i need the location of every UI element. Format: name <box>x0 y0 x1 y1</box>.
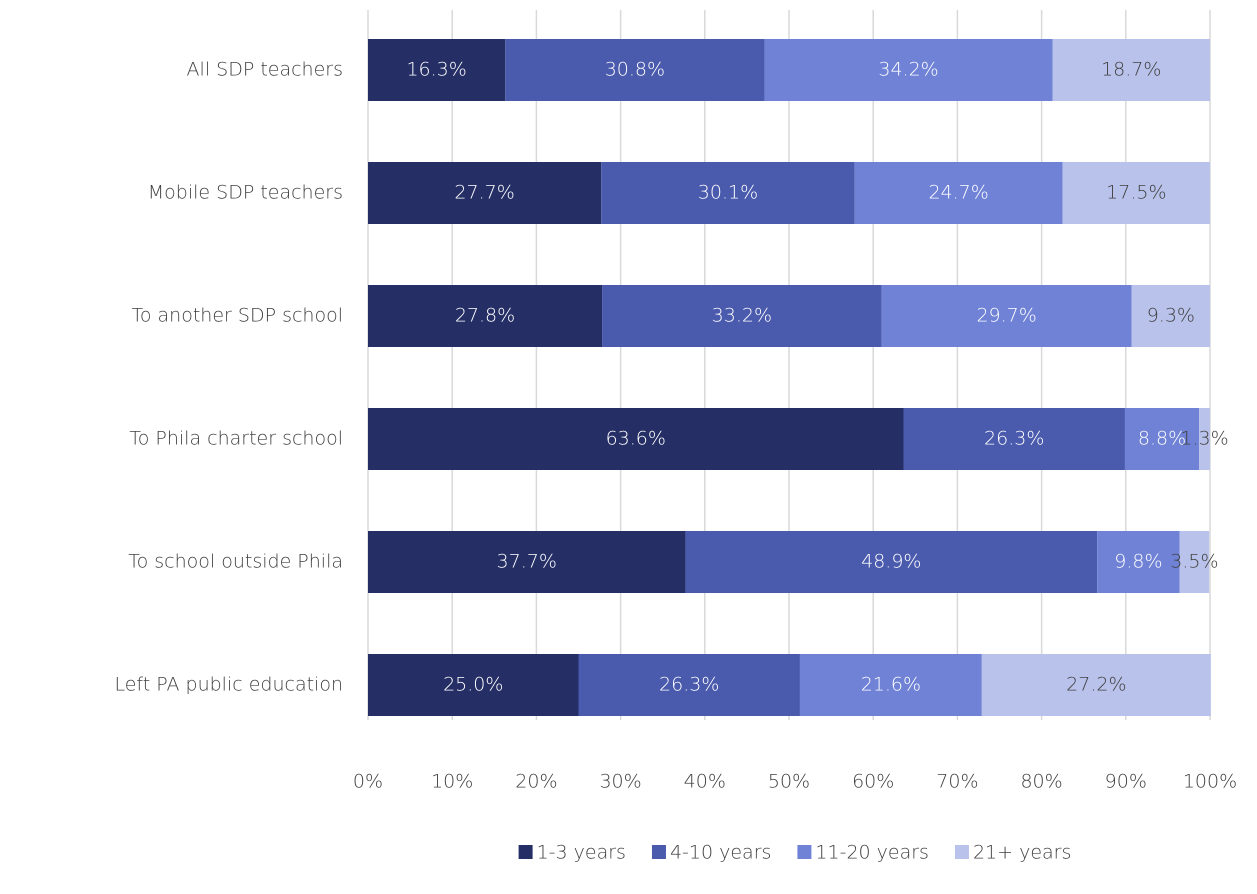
bar-segment <box>368 39 506 101</box>
bar-segment <box>368 654 579 716</box>
x-tick-label: 40% <box>684 771 726 793</box>
x-tick-label: 100% <box>1183 771 1237 793</box>
x-tick-label: 10% <box>431 771 473 793</box>
data-label: 24.7% <box>928 182 988 204</box>
bar-segment <box>1131 285 1210 347</box>
x-tick-label: 20% <box>515 771 557 793</box>
data-label: 27.7% <box>454 182 514 204</box>
data-label: 1.3% <box>1180 428 1228 450</box>
data-label: 48.9% <box>861 551 921 573</box>
bar-segment <box>1199 408 1210 470</box>
bar-segment <box>601 162 855 224</box>
category-label: To Phila charter school <box>129 428 343 450</box>
data-label: 25.0% <box>443 674 503 696</box>
x-tick-label: 80% <box>1020 771 1062 793</box>
data-label: 9.8% <box>1114 551 1162 573</box>
legend-swatch <box>651 845 666 859</box>
bar-segment <box>981 654 1211 716</box>
category-label: Left PA public education <box>114 674 343 696</box>
category-label: Mobile SDP teachers <box>148 182 343 204</box>
data-label: 37.7% <box>497 551 557 573</box>
data-label: 8.8% <box>1138 428 1186 450</box>
legend-swatch <box>954 845 969 859</box>
bar-segment <box>764 39 1053 101</box>
bar-segment <box>854 162 1063 224</box>
bar-segment <box>903 408 1125 470</box>
bar-segment <box>602 285 882 347</box>
bar-segment <box>1179 531 1210 593</box>
data-label: 27.2% <box>1066 674 1126 696</box>
category-label: To another SDP school <box>132 305 344 327</box>
x-tick-label: 0% <box>353 771 383 793</box>
bar-segment <box>505 39 765 101</box>
x-tick-label: 90% <box>1105 771 1147 793</box>
legend-swatch <box>518 845 533 859</box>
data-label: 30.8% <box>605 59 665 81</box>
bar-segment <box>1097 531 1180 593</box>
bar-segment <box>368 162 602 224</box>
x-tick-label: 70% <box>936 771 978 793</box>
category-label: To school outside Phila <box>128 551 343 573</box>
data-label: 9.3% <box>1147 305 1195 327</box>
x-tick-label: 50% <box>768 771 810 793</box>
data-label: 18.7% <box>1101 59 1161 81</box>
category-label: All SDP teachers <box>187 59 343 81</box>
legend-label: 21+ years <box>973 842 1071 864</box>
data-label: 3.5% <box>1170 551 1218 573</box>
bar-segment <box>881 285 1132 347</box>
legend-label: 1-3 years <box>537 842 626 864</box>
bar-segment <box>799 654 982 716</box>
bar-segment <box>368 408 904 470</box>
data-label: 34.2% <box>878 59 938 81</box>
bar-segment <box>685 531 1098 593</box>
data-label: 26.3% <box>659 674 719 696</box>
data-label: 26.3% <box>984 428 1044 450</box>
bar-segment <box>368 285 603 347</box>
legend-label: 11-20 years <box>815 842 929 864</box>
bar-segment <box>1062 162 1210 224</box>
data-label: 63.6% <box>606 428 666 450</box>
data-label: 30.1% <box>698 182 758 204</box>
data-label: 29.7% <box>976 305 1036 327</box>
x-tick-label: 60% <box>852 771 894 793</box>
legend-swatch <box>797 845 812 859</box>
data-label: 16.3% <box>406 59 466 81</box>
data-label: 21.6% <box>861 674 921 696</box>
data-label: 17.5% <box>1106 182 1166 204</box>
legend-label: 4-10 years <box>670 842 771 864</box>
bar-segment <box>1052 39 1210 101</box>
bar-segment <box>578 654 800 716</box>
bar-segment <box>1124 408 1200 470</box>
x-tick-label: 30% <box>599 771 641 793</box>
data-label: 33.2% <box>712 305 772 327</box>
bar-segment <box>368 531 686 593</box>
data-label: 27.8% <box>455 305 515 327</box>
